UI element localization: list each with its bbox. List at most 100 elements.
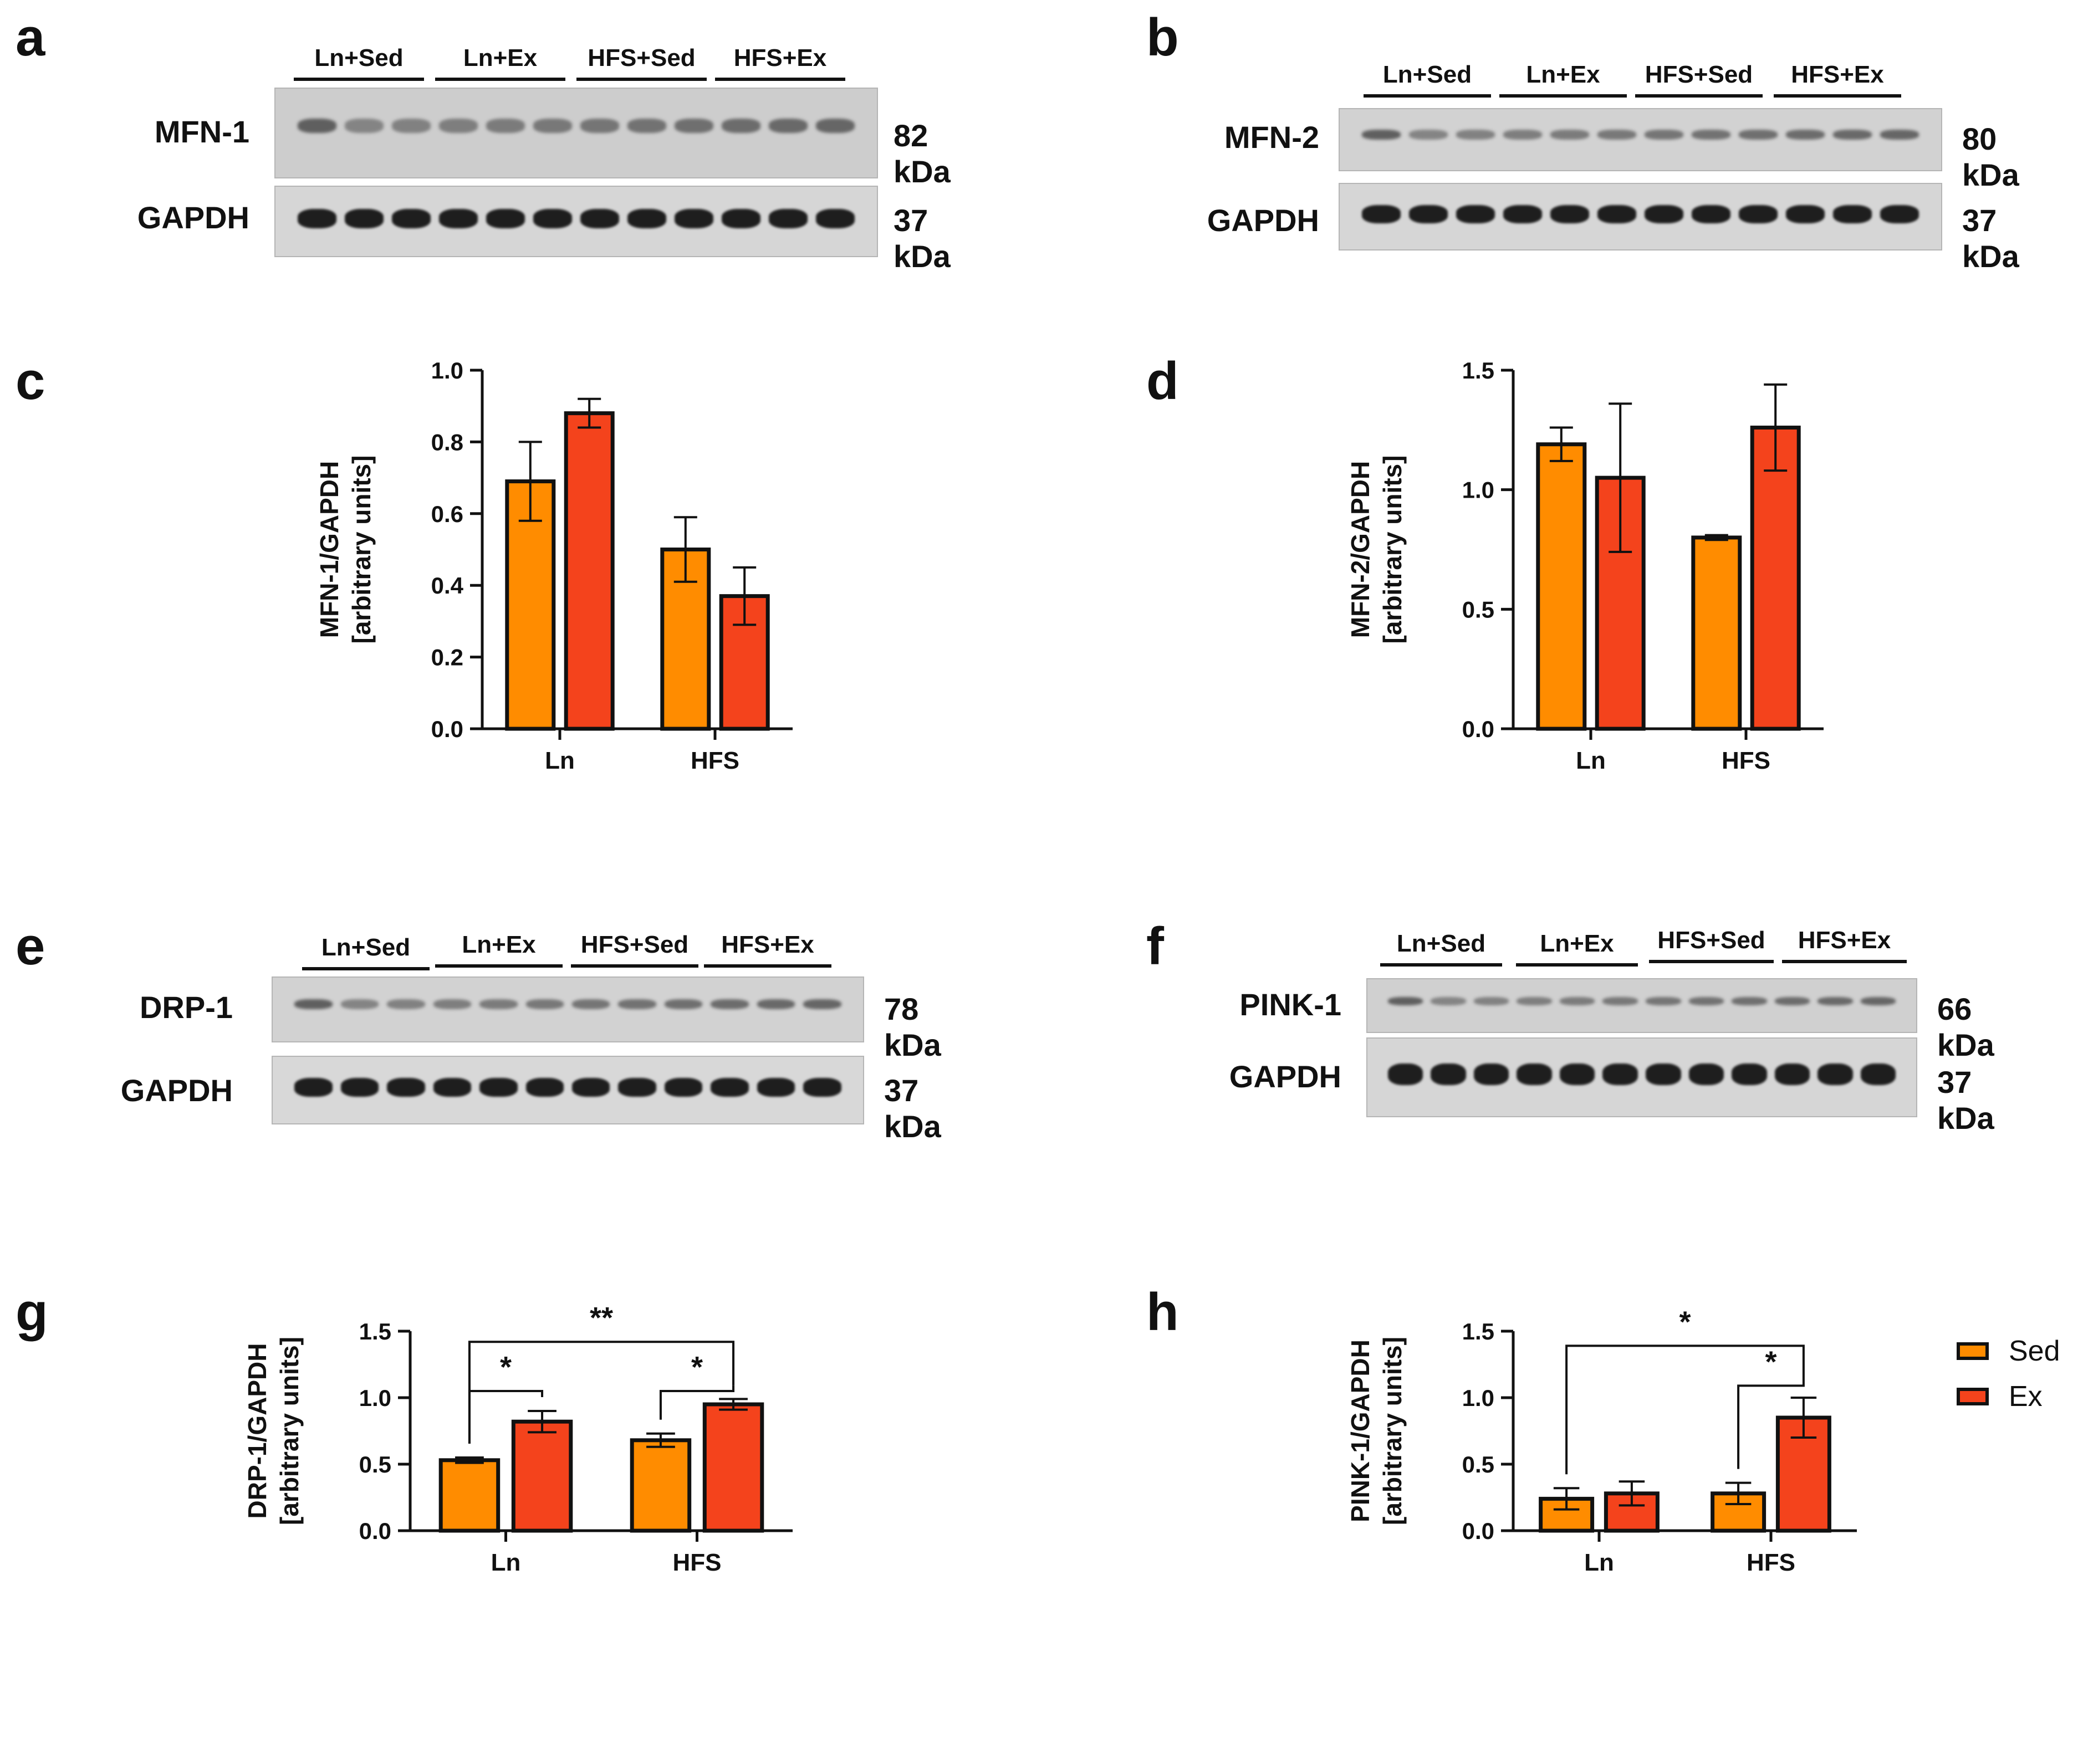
- legend-item-sed: Sed: [1957, 1334, 2060, 1368]
- target-band: [618, 999, 656, 1010]
- protein-label: DRP-1: [139, 990, 233, 1025]
- group-label: Ln+Sed: [314, 44, 404, 71]
- bar-g-ln-ex: [511, 1419, 573, 1533]
- target-band: [1817, 997, 1853, 1006]
- protein-label: MFN-1: [154, 114, 249, 149]
- control-band: [675, 209, 713, 228]
- control-band: [1692, 204, 1730, 223]
- protein-label: PINK-1: [1239, 987, 1341, 1022]
- significance-label-g: **: [590, 1301, 613, 1334]
- control-band: [816, 209, 855, 228]
- target-band: [1645, 130, 1683, 140]
- significance-label-g: *: [500, 1351, 512, 1384]
- group-bracket: [704, 964, 831, 968]
- group-header: Ln+Ex: [1499, 61, 1627, 98]
- control-band: [298, 209, 336, 228]
- group-header: Ln+Sed: [1364, 61, 1491, 98]
- control-band: [479, 1078, 518, 1097]
- y-axis-label-h: PINK-1/GAPDH: [1346, 1339, 1375, 1522]
- group-header: Ln+Ex: [435, 931, 563, 968]
- x-tick-label-g: HFS: [673, 1549, 722, 1576]
- group-bracket: [1499, 94, 1627, 98]
- y-tick-label-h: 0.5: [1462, 1451, 1494, 1477]
- legend-swatch-sed: [1957, 1342, 1989, 1360]
- target-band: [803, 999, 841, 1010]
- bar-g-hfs-sed: [630, 1438, 692, 1533]
- control-kda: 37 kDa: [894, 203, 951, 274]
- group-label: Ln+Sed: [1382, 61, 1472, 88]
- control-label: GAPDH: [1207, 203, 1319, 238]
- blot-strip-control: [274, 186, 878, 257]
- panel-letter-e: e: [16, 917, 45, 976]
- legend-swatch-ex: [1957, 1388, 1989, 1405]
- control-band: [392, 209, 431, 228]
- group-label: HFS+Ex: [1798, 927, 1891, 954]
- x-tick-label-c: HFS: [691, 747, 739, 774]
- control-band: [1739, 204, 1778, 223]
- x-tick-label-d: HFS: [1722, 747, 1770, 774]
- group-header: HFS+Sed: [1635, 61, 1763, 98]
- control-band: [664, 1078, 703, 1097]
- group-label: HFS+Sed: [1657, 927, 1765, 954]
- panel-letter-c: c: [16, 351, 45, 411]
- bar-g-ln-sed: [438, 1458, 501, 1533]
- y-axis-label-g: DRP-1/GAPDH: [243, 1343, 272, 1519]
- target-band: [580, 119, 619, 133]
- group-label: Ln+Ex: [1540, 930, 1614, 957]
- group-header: Ln+Sed: [294, 44, 424, 81]
- target-band: [1431, 997, 1466, 1006]
- target-band: [1688, 997, 1724, 1006]
- y-axis-label-units-c: [arbitrary units]: [347, 456, 376, 644]
- y-axis-label-d: MFN-2/GAPDH: [1346, 461, 1375, 638]
- group-header: HFS+Sed: [1649, 927, 1774, 963]
- group-label: HFS+Sed: [588, 44, 696, 71]
- x-tick-label-h: HFS: [1747, 1549, 1795, 1576]
- significance-bracket-g: [468, 1341, 735, 1444]
- blot-strip-control: [1366, 1037, 1917, 1117]
- target-band: [722, 119, 760, 133]
- legend-label-sed: Sed: [2009, 1335, 2060, 1367]
- group-label: Ln+Sed: [1396, 930, 1486, 957]
- target-band: [1739, 130, 1778, 140]
- group-bracket: [435, 78, 565, 81]
- legend-item-ex: Ex: [1957, 1380, 2043, 1413]
- control-kda: 37 kDa: [1937, 1065, 1994, 1136]
- y-axis-label-units-h: [arbitrary units]: [1378, 1337, 1407, 1525]
- target-band: [1602, 997, 1638, 1006]
- bar-d-ln-sed: [1536, 442, 1587, 731]
- panel-letter-d: d: [1146, 351, 1179, 411]
- control-band: [433, 1078, 472, 1097]
- control-band: [1503, 204, 1542, 223]
- target-band: [1732, 997, 1767, 1006]
- control-band: [757, 1078, 795, 1097]
- panel-letter-h: h: [1146, 1282, 1179, 1342]
- protein-kda: 78 kDa: [884, 991, 941, 1062]
- protein-kda: 80 kDa: [1962, 121, 2019, 192]
- control-band: [294, 1078, 333, 1097]
- control-band: [769, 209, 808, 228]
- control-band: [1880, 204, 1919, 223]
- control-band: [1431, 1063, 1466, 1085]
- control-band: [627, 209, 666, 228]
- y-tick-label-h: 1.5: [1462, 1318, 1494, 1344]
- x-tick-label-c: Ln: [545, 747, 575, 774]
- group-label: HFS+Sed: [580, 931, 689, 958]
- target-band: [294, 999, 333, 1010]
- control-band: [1550, 204, 1589, 223]
- target-band: [572, 999, 610, 1010]
- target-band: [525, 999, 564, 1010]
- y-axis-label-units-d: [arbitrary units]: [1378, 456, 1407, 644]
- group-label: HFS+Sed: [1645, 61, 1753, 88]
- significance-bracket-g: [659, 1385, 735, 1420]
- target-band: [345, 119, 384, 133]
- target-band: [1860, 997, 1896, 1006]
- group-bracket: [1782, 960, 1907, 963]
- blot-strip-target: [1366, 978, 1917, 1033]
- control-band: [1774, 1063, 1810, 1085]
- target-band: [627, 119, 666, 133]
- target-band: [479, 999, 518, 1010]
- y-axis-label-units-g: [arbitrary units]: [275, 1337, 304, 1525]
- group-bracket: [1635, 94, 1763, 98]
- target-band: [387, 999, 425, 1010]
- blot-strip-target: [272, 976, 864, 1042]
